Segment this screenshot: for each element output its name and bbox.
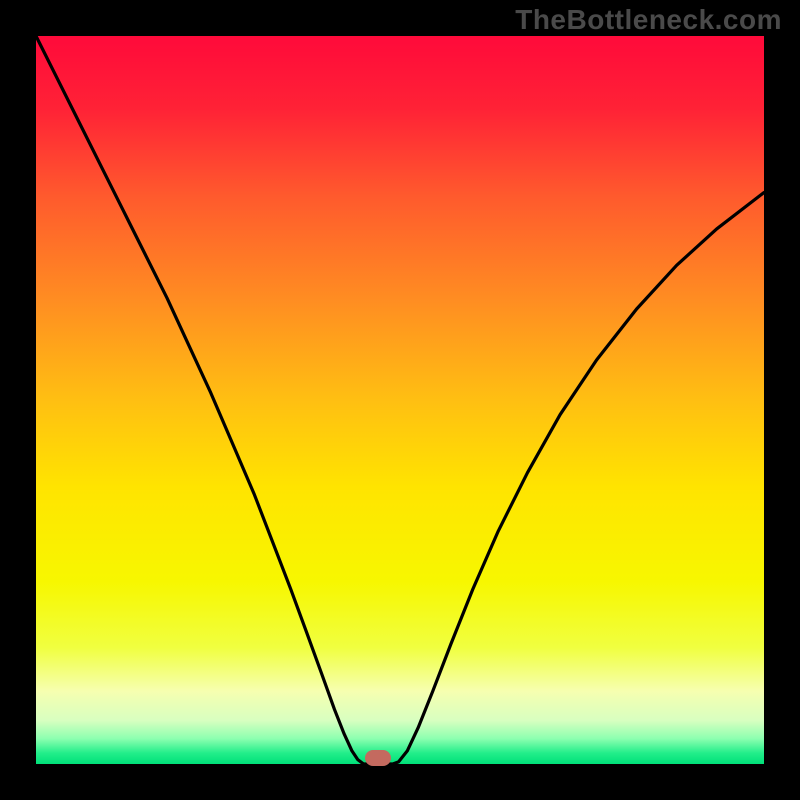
bottleneck-marker bbox=[365, 750, 391, 766]
bottleneck-curve bbox=[36, 36, 764, 764]
watermark-text: TheBottleneck.com bbox=[515, 4, 782, 36]
